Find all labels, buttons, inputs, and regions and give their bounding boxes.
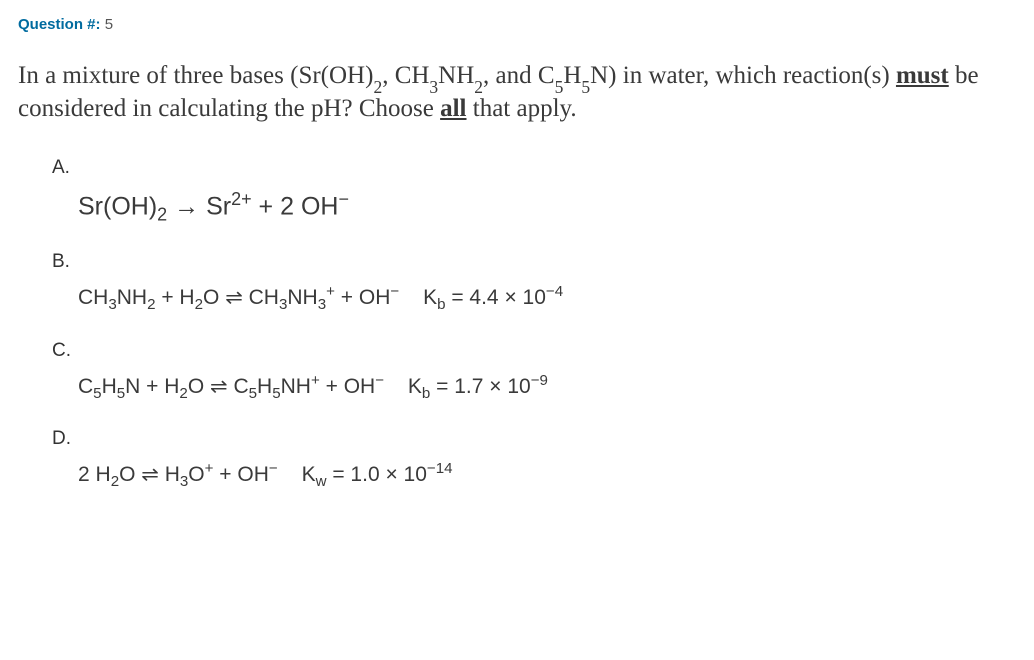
superscript: + — [311, 372, 320, 389]
subscript: 5 — [249, 385, 257, 402]
chem-text: CH — [78, 286, 108, 309]
arrow-icon: → — [167, 192, 206, 220]
subscript: 5 — [93, 385, 101, 402]
subscript: w — [316, 473, 327, 490]
subscript: 3 — [318, 297, 326, 314]
option-a-equation: Sr(OH)2 → Sr2+ + 2 OH− — [52, 189, 1016, 225]
option-d[interactable]: D. 2 H2O ⇌ H3O+ + OH− Kw = 1.0 × 10−14 — [52, 428, 1016, 490]
k-symbol: K — [423, 286, 437, 309]
question-segment: , CH — [382, 62, 429, 89]
option-a[interactable]: A. Sr(OH)2 → Sr2+ + 2 OH− — [52, 157, 1016, 225]
question-label: Question #: — [18, 16, 101, 33]
k-equals: = 1.7 × 10 — [430, 375, 530, 398]
subscript: 2 — [474, 77, 483, 97]
superscript: − — [375, 372, 384, 389]
equilibrium-icon: ⇌ — [210, 375, 228, 398]
chem-text: O — [119, 463, 141, 486]
chem-text: + OH — [320, 375, 375, 398]
subscript: 2 — [195, 297, 203, 314]
question-segment: NH — [438, 62, 474, 89]
subscript: 5 — [555, 77, 564, 97]
k-equals: = 4.4 × 10 — [445, 286, 545, 309]
option-d-equation: 2 H2O ⇌ H3O+ + OH− Kw = 1.0 × 10−14 — [52, 460, 1016, 490]
superscript: − — [269, 460, 278, 477]
superscript: −9 — [531, 372, 548, 389]
chem-text: + OH — [335, 286, 390, 309]
subscript: 2 — [111, 473, 119, 490]
chem-text: Sr — [206, 192, 231, 220]
superscript: 2+ — [231, 189, 252, 209]
subscript: 2 — [373, 77, 382, 97]
option-b-equation: CH3NH2 + H2O ⇌ CH3NH3+ + OH− Kb = 4.4 × … — [52, 283, 1016, 313]
chem-text: C — [228, 375, 249, 398]
chem-text: H — [159, 463, 180, 486]
question-segment: N) in water, which reaction(s) — [590, 62, 896, 89]
subscript: 2 — [179, 385, 187, 402]
emphasis-must: must — [896, 62, 949, 89]
question-segment: that apply. — [467, 95, 577, 122]
subscript: 5 — [117, 385, 125, 402]
superscript: − — [338, 189, 349, 209]
option-d-label: D. — [52, 428, 1016, 450]
chem-text: N + H — [125, 375, 179, 398]
chem-text: C — [78, 375, 93, 398]
superscript: − — [390, 283, 399, 300]
chem-text: H — [102, 375, 117, 398]
equilibrium-icon: ⇌ — [141, 463, 159, 486]
kw-value: Kw = 1.0 × 10−14 — [302, 460, 453, 490]
question-header: Question #: 5 — [18, 16, 1016, 33]
superscript: −14 — [427, 460, 453, 477]
chem-text: CH — [243, 286, 279, 309]
option-c-label: C. — [52, 340, 1016, 362]
option-a-label: A. — [52, 157, 1016, 179]
options-list: A. Sr(OH)2 → Sr2+ + 2 OH− B. CH3NH2 + H2… — [18, 157, 1016, 490]
subscript: 5 — [272, 385, 280, 402]
option-b[interactable]: B. CH3NH2 + H2O ⇌ CH3NH3+ + OH− Kb = 4.4… — [52, 251, 1016, 313]
chem-text: H — [257, 375, 272, 398]
subscript: 2 — [147, 297, 155, 314]
chem-text: + OH — [213, 463, 268, 486]
question-text: In a mixture of three bases (Sr(OH)2, CH… — [18, 61, 1008, 123]
subscript: 5 — [581, 77, 590, 97]
k-symbol: K — [408, 375, 422, 398]
chem-text: NH — [281, 375, 311, 398]
chem-text: O — [203, 286, 225, 309]
question-number: 5 — [105, 16, 113, 33]
option-c[interactable]: C. C5H5N + H2O ⇌ C5H5NH+ + OH− Kb = 1.7 … — [52, 340, 1016, 402]
question-segment: , and C — [483, 62, 555, 89]
superscript: + — [326, 283, 335, 300]
chem-text: NH — [117, 286, 147, 309]
option-b-label: B. — [52, 251, 1016, 273]
emphasis-all: all — [440, 95, 466, 122]
subscript: 3 — [108, 297, 116, 314]
chem-text: + 2 OH — [252, 192, 339, 220]
chem-text: NH — [287, 286, 317, 309]
kb-value: Kb = 1.7 × 10−9 — [408, 372, 548, 402]
question-segment: In a mixture of three bases (Sr(OH) — [18, 62, 373, 89]
question-segment: H — [563, 62, 581, 89]
equilibrium-icon: ⇌ — [225, 286, 243, 309]
chem-text: O — [188, 463, 204, 486]
k-equals: = 1.0 × 10 — [327, 463, 427, 486]
superscript: −4 — [546, 283, 563, 300]
chem-text: Sr(OH) — [78, 192, 157, 220]
chem-text: + H — [156, 286, 195, 309]
chem-text: 2 H — [78, 463, 111, 486]
option-c-equation: C5H5N + H2O ⇌ C5H5NH+ + OH− Kb = 1.7 × 1… — [52, 372, 1016, 402]
subscript: 3 — [429, 77, 438, 97]
k-symbol: K — [302, 463, 316, 486]
subscript: 2 — [157, 204, 167, 224]
chem-text: O — [188, 375, 210, 398]
kb-value: Kb = 4.4 × 10−4 — [423, 283, 563, 313]
